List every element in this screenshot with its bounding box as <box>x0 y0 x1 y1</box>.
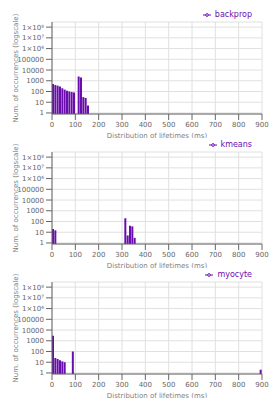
svg-text:900: 900 <box>255 251 268 259</box>
svg-text:200: 200 <box>92 251 105 259</box>
svg-text:1×10⁸: 1×10⁸ <box>22 284 44 292</box>
svg-text:400: 400 <box>139 381 152 389</box>
svg-text:100000: 100000 <box>17 316 44 324</box>
svg-text:1×10⁶: 1×10⁶ <box>22 45 44 53</box>
svg-text:1: 1 <box>40 369 44 377</box>
svg-text:10: 10 <box>35 359 44 367</box>
svg-text:0: 0 <box>50 381 54 389</box>
svg-text:300: 300 <box>115 381 128 389</box>
svg-text:400: 400 <box>139 121 152 129</box>
svg-text:700: 700 <box>209 381 222 389</box>
svg-text:800: 800 <box>232 251 245 259</box>
svg-text:1000: 1000 <box>26 337 44 345</box>
svg-text:500: 500 <box>162 381 175 389</box>
svg-text:100: 100 <box>31 348 44 356</box>
svg-text:100: 100 <box>69 381 82 389</box>
svg-text:800: 800 <box>232 121 245 129</box>
svg-text:10000: 10000 <box>22 197 44 205</box>
svg-text:1×10⁶: 1×10⁶ <box>22 175 44 183</box>
svg-text:Distribution of lifetimes (ms): Distribution of lifetimes (ms) <box>107 132 208 138</box>
svg-text:10: 10 <box>35 229 44 237</box>
svg-text:600: 600 <box>185 121 198 129</box>
svg-text:1×10⁷: 1×10⁷ <box>22 294 44 302</box>
svg-text:500: 500 <box>162 251 175 259</box>
svg-text:0: 0 <box>50 251 54 259</box>
svg-text:900: 900 <box>255 381 268 389</box>
svg-text:1×10⁷: 1×10⁷ <box>22 164 44 172</box>
svg-text:100: 100 <box>31 218 44 226</box>
svg-text:1×10⁸: 1×10⁸ <box>22 154 44 162</box>
svg-text:Num. of occurrences (logscale): Num. of occurrences (logscale) <box>12 13 20 122</box>
svg-text:1000: 1000 <box>26 207 44 215</box>
svg-text:700: 700 <box>209 251 222 259</box>
html-text:myocyte: myocyte <box>217 270 252 279</box>
svg-text:0: 0 <box>50 121 54 129</box>
svg-text:500: 500 <box>162 121 175 129</box>
svg-text:1×10⁷: 1×10⁷ <box>22 34 44 42</box>
svg-text:100: 100 <box>69 251 82 259</box>
svg-text:300: 300 <box>115 121 128 129</box>
svg-text:1×10⁸: 1×10⁸ <box>22 24 44 32</box>
svg-text:100000: 100000 <box>17 186 44 194</box>
svg-text:100: 100 <box>31 88 44 96</box>
svg-text:200: 200 <box>92 121 105 129</box>
svg-text:100: 100 <box>69 121 82 129</box>
svg-text:Num. of occurrences (logscale): Num. of occurrences (logscale) <box>12 273 20 382</box>
svg-text:Distribution of lifetimes (ms): Distribution of lifetimes (ms) <box>107 392 208 398</box>
svg-text:300: 300 <box>115 251 128 259</box>
svg-text:400: 400 <box>139 251 152 259</box>
svg-text:900: 900 <box>255 121 268 129</box>
svg-text:600: 600 <box>185 251 198 259</box>
svg-text:10000: 10000 <box>22 327 44 335</box>
svg-text:Num. of occurrences (logscale): Num. of occurrences (logscale) <box>12 143 20 252</box>
svg-text:10: 10 <box>35 99 44 107</box>
svg-text:10000: 10000 <box>22 67 44 75</box>
svg-text:1×10⁶: 1×10⁶ <box>22 305 44 313</box>
svg-text:200: 200 <box>92 381 105 389</box>
svg-text:1: 1 <box>40 109 44 117</box>
html-text:kmeans: kmeans <box>220 140 252 149</box>
svg-text:700: 700 <box>209 121 222 129</box>
svg-text:1000: 1000 <box>26 77 44 85</box>
svg-text:Distribution of lifetimes (ms): Distribution of lifetimes (ms) <box>107 262 208 268</box>
svg-text:600: 600 <box>185 381 198 389</box>
svg-text:800: 800 <box>232 381 245 389</box>
svg-text:100000: 100000 <box>17 56 44 64</box>
svg-text:1: 1 <box>40 239 44 247</box>
html-text:backprop: backprop <box>214 10 252 19</box>
